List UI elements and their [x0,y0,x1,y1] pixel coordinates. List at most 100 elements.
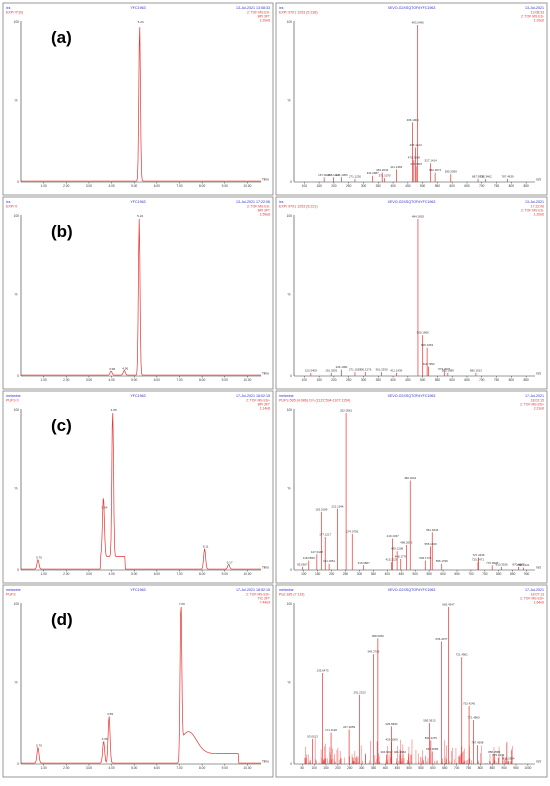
x-tick-label: 150 [315,572,321,576]
panel-frame [275,2,548,196]
y-axis-percent: % [288,487,291,491]
chromatogram-trace [21,27,261,182]
x-tick-label: 450 [405,378,411,382]
x-tick-label: 800 [478,766,484,770]
ms-peak-label: 787.4639 [502,174,514,178]
peak-label: 8.11 [203,545,209,549]
ms-peak-label: 271.1230 [349,174,361,178]
x-tick-label: 100 [302,378,308,382]
ms-peak-label: 118.0559 [303,556,315,560]
ms-peak-label: 93.0513 [307,734,318,738]
y-tick-100: 100 [287,408,293,412]
x-tick-label: 6.00 [154,184,160,188]
ms-peak-label: 591.3475 [425,736,437,740]
ms-peak-label: 411.1483 [390,165,402,169]
header-intensity: 7.44e9 [260,601,270,605]
x-tick-label: 5.00 [131,184,137,188]
header-date: 17-Jul-2021 [525,394,544,398]
ms-peak-label: 226.1091 [336,365,348,369]
x-tick-label: 750 [482,572,488,576]
ms-peak-label: 331.0987 [367,171,379,175]
x-tick-label: 550 [435,184,441,188]
ms-peak-label: 918.2904 [502,756,514,760]
ms-peak-label: 665.4347 [442,603,454,607]
ms-peak-label: 221.1946 [331,504,343,508]
x-tick-label: 2.00 [63,378,69,382]
ms-peak-label: 252.0561 [340,409,352,413]
header-instrument: XEVO-G2XSQTOF#YFC1963 [388,588,436,592]
ms-peak-label: 888.3141 [517,563,529,567]
x-tick-label: 400 [383,766,389,770]
x-tick-label: 10.00 [243,766,251,770]
header-sample: melanine [279,394,294,398]
ms-peak-label: 810.3526 [496,562,508,566]
x-tick-label: 650 [464,184,470,188]
ms-peak-label: 470.2098 [408,156,420,160]
ms-peak-label: 687.3638 [472,174,484,178]
panel-frame [275,196,548,390]
x-axis-mz: m/z [536,566,542,570]
x-tick-label: 5.00 [131,766,137,770]
y-axis-percent: % [15,487,18,491]
peak-label: 3.64 [101,505,107,509]
y-tick-100: 100 [287,214,293,218]
x-tick-label: 1.00 [41,766,47,770]
ms-peak-label: 435.1208 [391,547,403,551]
panel-label: (c) [51,416,72,435]
x-tick-label: 700 [479,184,485,188]
ms-peak-label: 776.3825 [486,561,498,565]
peak-label: 3.89 [107,712,113,716]
x-tick-label: 850 [523,184,529,188]
ms-peak-label: 725.2471 [472,558,484,562]
x-tick-label: 10.00 [243,378,251,382]
ms-peak-label: 483.2496 [412,21,424,25]
chromatogram-trace [21,218,261,376]
peak-label: 0.75 [36,743,42,747]
y-tick-0: 0 [290,568,292,572]
header-instrument: XEVO-G2XSQTOF#YFC1963 [388,6,436,10]
x-tick-label: 750 [466,766,472,770]
x-tick-label: 400 [385,572,391,576]
header-sample: ixs [279,200,284,204]
x-tick-label: 150 [323,766,329,770]
x-tick-label: 7.00 [176,184,182,188]
header-trace: 2: TOF MS ES+ [520,403,544,407]
y-axis-percent: % [15,99,18,103]
ms-peak-label: 306.1276 [359,368,371,372]
x-tick-label: 9.00 [222,572,228,576]
x-tick-label: 8.00 [199,766,205,770]
ms-peak-label: 167.0626 [318,173,330,177]
x-tick-label: 8.00 [199,184,205,188]
x-tick-label: 200 [331,184,337,188]
header-mode: 13:08:33 [531,11,544,15]
x-tick-label: 900 [524,572,530,576]
ms-peak-label: 411.1436 [390,368,402,372]
ms-peak-label: 787.4598 [471,741,483,745]
x-tick-label: 700 [454,766,460,770]
x-tick-label: 250 [346,378,352,382]
x-tick-label: 150 [316,378,322,382]
ms-peak-label: 163.0199 [315,507,327,511]
x-tick-label: 100 [312,766,318,770]
x-tick-label: 500 [420,378,426,382]
x-tick-label: 3.00 [86,184,92,188]
x-tick-label: 10.00 [243,184,251,188]
x-tick-label: 4.00 [108,572,114,576]
x-tick-label: 9.00 [222,378,228,382]
header-trace: BPI 3FT [258,403,270,407]
ms-peak-label: 519.7952 [423,362,435,366]
panel-label: (b) [51,222,73,241]
x-tick-label: 400 [390,378,396,382]
ms-peak-label: 597.3085 [426,747,438,751]
x-tick-label: 3.00 [86,378,92,382]
y-tick-100: 100 [14,408,20,412]
ms-peak-label: 482.2201 [404,476,416,480]
x-tick-label: 450 [395,766,401,770]
header-instrument: YFC1963 [130,6,145,10]
ms-peak-label: 315.0867 [358,561,370,565]
ms-peak-label: 191.0291 [325,368,337,372]
header-date: 13-Jul-2021 [525,6,544,10]
